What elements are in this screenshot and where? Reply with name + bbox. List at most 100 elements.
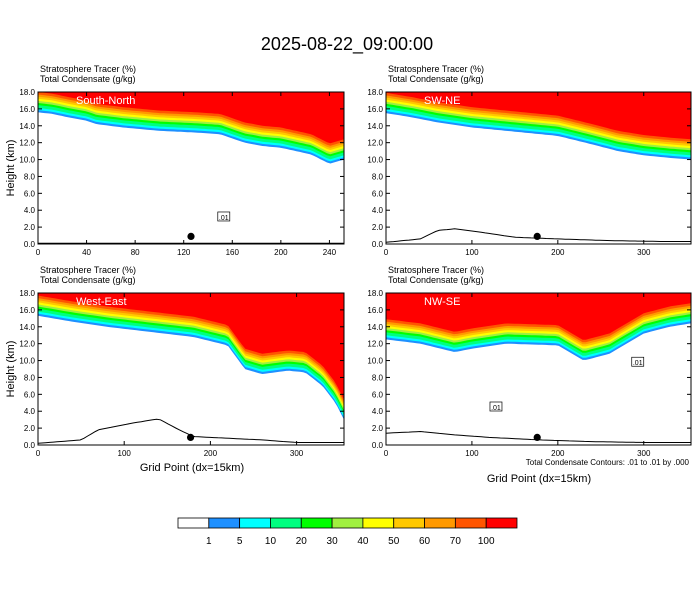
y-tick-label: 12.0 <box>19 340 35 349</box>
y-tick-label: 16.0 <box>367 306 383 315</box>
y-tick-label: 6.0 <box>24 390 36 399</box>
colorbar: 1 5 10 20 30 40 50 60 70 100 <box>177 517 518 547</box>
plot-frame <box>385 91 692 245</box>
colorbar-swatch <box>362 517 395 529</box>
y-tick-label: 18.0 <box>367 88 383 97</box>
colorbar-label: 40 <box>357 536 369 547</box>
panel-1: SW-NE Stratosphere Tracer (%)Total Conden… <box>367 64 692 257</box>
panel-title-line: Total Condensate (g/kg) <box>388 74 484 84</box>
location-marker <box>533 433 541 441</box>
bottom-xlabel-left: Grid Point (dx=15km) <box>140 462 244 474</box>
x-tick-label: 0 <box>36 449 41 458</box>
y-tick-label: 4.0 <box>372 407 384 416</box>
panel-2: West-East Stratosphere Tracer (%)Total Co… <box>5 265 345 458</box>
x-tick-label: 300 <box>290 449 304 458</box>
colorbar-label: 30 <box>327 536 339 547</box>
y-tick-label: 14.0 <box>19 122 35 131</box>
colorbar-label: 20 <box>296 536 308 547</box>
x-tick-label: 100 <box>465 449 479 458</box>
x-tick-label: 300 <box>637 449 651 458</box>
colorbar-swatch <box>270 517 302 529</box>
panel-title-line: Total Condensate (g/kg) <box>40 74 136 84</box>
x-tick-label: 200 <box>551 449 565 458</box>
bottom-xlabel-right: Grid Point (dx=15km) <box>487 473 591 485</box>
panel-title-line: Stratosphere Tracer (%) <box>388 64 484 74</box>
y-tick-label: 16.0 <box>367 105 383 114</box>
contour-label: .01 <box>633 360 643 367</box>
contour-label: .01 <box>219 215 229 222</box>
x-tick-label: 200 <box>551 248 565 257</box>
figure-title: 2025-08-22_09:00:00 <box>261 34 433 55</box>
y-tick-label: 14.0 <box>19 323 35 332</box>
y-tick-label: 0.0 <box>24 441 36 450</box>
y-tick-label: 6.0 <box>24 189 36 198</box>
colorbar-label: 70 <box>450 536 462 547</box>
panel-title-line: Stratosphere Tracer (%) <box>40 64 136 74</box>
y-tick-label: 2.0 <box>24 223 36 232</box>
y-tick-label: 8.0 <box>372 373 384 382</box>
y-tick-label: 18.0 <box>19 88 35 97</box>
colorbar-swatch <box>393 517 425 529</box>
x-tick-label: 100 <box>465 248 479 257</box>
x-tick-label: 0 <box>384 248 389 257</box>
plot-frame <box>37 292 345 446</box>
colorbar-label: 50 <box>388 536 400 547</box>
colorbar-label: 5 <box>237 536 243 547</box>
x-tick-label: 40 <box>82 248 91 257</box>
x-tick-label: 80 <box>131 248 140 257</box>
section-label: SW-NE <box>424 95 460 107</box>
panel-title-line: Total Condensate (g/kg) <box>388 275 484 285</box>
panel-title-line: Stratosphere Tracer (%) <box>388 265 484 275</box>
tracer-field <box>38 293 344 444</box>
tracer-band-9 <box>386 92 691 140</box>
contour-label: .01 <box>491 405 501 412</box>
x-tick-label: 200 <box>274 248 288 257</box>
x-tick-label: 300 <box>637 248 651 257</box>
tracer-field <box>38 92 344 244</box>
y-tick-label: 14.0 <box>367 323 383 332</box>
y-tick-label: 14.0 <box>367 122 383 131</box>
panel-title-line: Total Condensate (g/kg) <box>40 275 136 285</box>
tracer-band-9 <box>38 92 344 144</box>
y-tick-label: 8.0 <box>372 172 384 181</box>
colorbar-label: 10 <box>265 536 277 547</box>
location-marker <box>533 232 541 240</box>
x-tick-label: 0 <box>36 248 41 257</box>
colorbar-swatch <box>454 517 487 529</box>
tracer-field <box>386 92 691 243</box>
y-tick-label: 2.0 <box>372 223 384 232</box>
y-tick-label: 16.0 <box>19 306 35 315</box>
section-label: West-East <box>76 296 127 308</box>
colorbar-swatch <box>424 517 456 529</box>
colorbar-swatch <box>208 517 241 529</box>
y-tick-label: 10.0 <box>19 156 35 165</box>
y-tick-label: 12.0 <box>367 139 383 148</box>
y-tick-label: 12.0 <box>19 139 35 148</box>
x-tick-label: 0 <box>384 449 389 458</box>
x-tick-label: 120 <box>177 248 191 257</box>
y-tick-label: 4.0 <box>24 206 36 215</box>
colorbar-swatch <box>300 517 333 529</box>
y-tick-label: 12.0 <box>367 340 383 349</box>
location-marker <box>187 232 195 240</box>
y-tick-label: 18.0 <box>19 289 35 298</box>
plot-frame <box>37 91 345 245</box>
y-tick-label: 10.0 <box>19 357 35 366</box>
y-axis-label: Height (km) <box>5 140 17 197</box>
colorbar-swatch <box>177 517 210 529</box>
tracer-band-9 <box>386 293 691 340</box>
y-tick-label: 6.0 <box>372 390 384 399</box>
y-tick-label: 2.0 <box>372 424 384 433</box>
contour-note: Total Condensate Contours: .01 to .01 by… <box>526 458 690 467</box>
y-tick-label: 4.0 <box>24 407 36 416</box>
colorbar-swatch <box>239 517 271 529</box>
tracer-band-9 <box>38 293 344 400</box>
tracer-field <box>386 293 691 443</box>
colorbar-swatch <box>485 517 518 529</box>
y-tick-label: 16.0 <box>19 105 35 114</box>
colorbar-label: 1 <box>206 536 212 547</box>
plot-frame <box>385 292 692 446</box>
y-tick-label: 0.0 <box>372 240 384 249</box>
contour-label-box <box>631 356 645 367</box>
y-axis-label: Height (km) <box>5 341 17 398</box>
